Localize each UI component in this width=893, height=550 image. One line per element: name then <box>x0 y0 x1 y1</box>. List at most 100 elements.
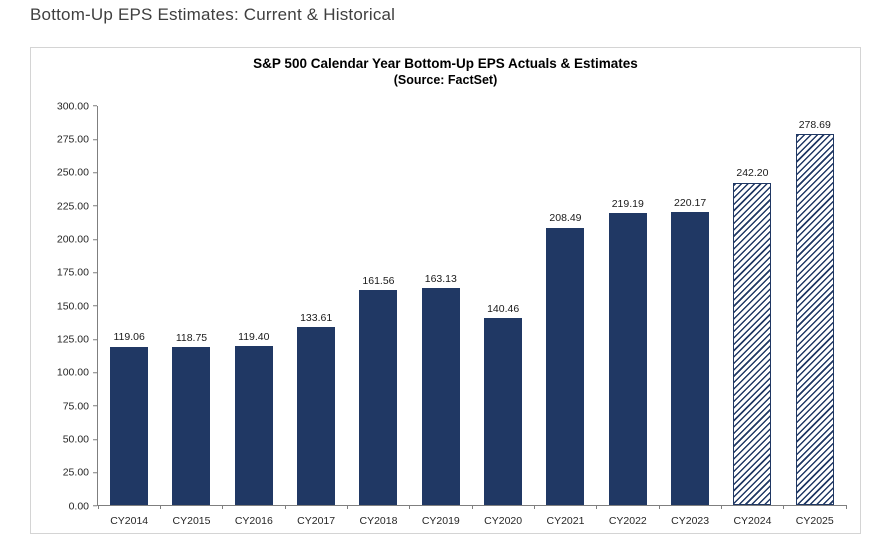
x-axis-tick-mark <box>97 505 99 509</box>
y-axis-tick-mark <box>93 472 97 474</box>
x-axis-label: CY2018 <box>359 514 398 527</box>
y-axis-tick-label: 225.00 <box>56 199 89 212</box>
actual-bar-cy2021 <box>546 227 585 505</box>
y-axis-tick-mark <box>93 138 97 140</box>
x-axis-tick-mark <box>284 505 286 509</box>
page-title: Bottom-Up EPS Estimates: Current & Histo… <box>30 5 396 24</box>
y-axis-tick-label: 175.00 <box>56 266 89 279</box>
y-axis-tick: 175.00 <box>57 267 97 278</box>
bar-group-cy2017: 133.61 CY2017 <box>285 106 347 526</box>
y-axis-tick-label: 250.00 <box>56 166 89 179</box>
actual-bar-cy2019 <box>421 288 460 505</box>
y-axis-tick: 50.00 <box>63 434 97 445</box>
x-axis-label: CY2017 <box>297 514 336 527</box>
estimate-bar-cy2025 <box>795 134 834 505</box>
bar-value-label: 133.61 <box>300 311 333 324</box>
y-axis-tick-label: 200.00 <box>56 233 89 246</box>
eps-chart: S&P 500 Calendar Year Bottom-Up EPS Actu… <box>30 47 861 534</box>
y-axis-tick: 225.00 <box>57 201 97 212</box>
y-axis-tick-label: 100.00 <box>56 366 89 379</box>
y-axis-tick-mark <box>93 238 97 240</box>
bar-group-cy2023: 220.17 CY2023 <box>659 106 721 526</box>
y-axis-tick-label: 125.00 <box>56 333 89 346</box>
x-axis-tick-mark <box>471 505 473 509</box>
y-axis-tick-mark <box>93 172 97 174</box>
y-axis-tick-mark <box>93 505 97 507</box>
actual-bar-cy2014 <box>110 346 149 505</box>
bar-value-label: 163.13 <box>424 272 457 285</box>
y-axis-tick-mark <box>93 272 97 274</box>
plot-area: 119.06 CY2014 118.75 CY2015 119.40 CY2016 133.… <box>97 106 847 526</box>
bar-value-label: 278.69 <box>798 118 831 131</box>
bar-value-label: 220.17 <box>674 196 707 209</box>
y-axis-tick-label: 300.00 <box>56 99 89 112</box>
actual-bar-cy2017 <box>297 327 336 505</box>
bar-value-label: 118.75 <box>175 331 208 344</box>
bar-value-label: 219.19 <box>611 197 644 210</box>
bar-group-cy2015: 118.75 CY2015 <box>160 106 222 526</box>
bar-group-cy2020: 140.46 CY2020 <box>472 106 534 526</box>
x-axis-label: CY2021 <box>546 514 585 527</box>
bar-group-cy2022: 219.19 CY2022 <box>597 106 659 526</box>
x-axis-tick-mark <box>783 505 785 509</box>
y-axis-tick-label: 25.00 <box>62 466 89 479</box>
y-axis-tick-label: 75.00 <box>62 399 89 412</box>
x-axis-tick-mark <box>658 505 660 509</box>
x-axis-label: CY2015 <box>172 514 211 527</box>
y-axis-tick-mark <box>93 405 97 407</box>
bar-value-label: 119.40 <box>238 330 270 343</box>
actual-bar-cy2023 <box>671 212 710 505</box>
y-axis-tick: 200.00 <box>57 234 97 245</box>
y-axis-tick: 100.00 <box>57 367 97 378</box>
x-axis-label: CY2019 <box>421 514 460 527</box>
y-axis-tick-mark <box>93 338 97 340</box>
y-axis-tick-label: 0.00 <box>68 499 89 512</box>
bar-value-label: 119.06 <box>113 331 145 344</box>
plot-wrap: 0.00 25.00 50.00 75.00 100.00 125.00 150.00 175… <box>43 101 847 526</box>
bar-group-cy2014: 119.06 CY2014 <box>98 106 160 526</box>
bar-group-cy2016: 119.40 CY2016 <box>223 106 285 526</box>
bar-group-cy2025: 278.69 CY2025 <box>784 106 846 526</box>
y-axis-tick: 125.00 <box>57 334 97 345</box>
estimate-bar-cy2024 <box>733 182 772 505</box>
y-axis-tick-mark <box>93 205 97 207</box>
bar-group-cy2018: 161.56 CY2018 <box>347 106 409 526</box>
y-axis-tick: 25.00 <box>63 467 97 478</box>
x-axis-tick-mark <box>596 505 598 509</box>
bar-group-cy2021: 208.49 CY2021 <box>534 106 596 526</box>
actual-bar-cy2020 <box>484 318 523 505</box>
bar-value-label: 140.46 <box>487 302 520 315</box>
bar-value-label: 242.20 <box>736 167 769 180</box>
x-axis-label: CY2024 <box>733 514 772 527</box>
x-axis-tick-mark <box>222 505 224 509</box>
y-axis-tick: 150.00 <box>57 301 97 312</box>
y-axis-tick: 275.00 <box>57 134 97 145</box>
y-axis-tick-label: 150.00 <box>56 299 89 312</box>
y-axis-tick: 75.00 <box>63 401 97 412</box>
y-axis-tick-mark <box>93 372 97 374</box>
y-axis-labels: 0.00 25.00 50.00 75.00 100.00 125.00 150.00 175… <box>43 101 97 511</box>
x-axis-label: CY2014 <box>110 514 149 527</box>
y-axis-tick-mark <box>93 438 97 440</box>
x-axis-tick-mark <box>409 505 411 509</box>
y-axis-tick-mark <box>93 305 97 307</box>
chart-subtitle: (Source: FactSet) <box>393 73 498 87</box>
x-axis-tick-mark <box>159 505 161 509</box>
x-axis-tick-mark <box>346 505 348 509</box>
bar-group-cy2024: 242.20 CY2024 <box>721 106 783 526</box>
x-axis-tick-mark <box>533 505 535 509</box>
x-axis-label: CY2025 <box>795 514 834 527</box>
y-axis-tick-label: 50.00 <box>62 433 89 446</box>
y-axis-tick: 300.00 <box>57 101 97 112</box>
bar-group-cy2019: 163.13 CY2019 <box>410 106 472 526</box>
x-axis-label: CY2023 <box>671 514 710 527</box>
x-axis-label: CY2016 <box>234 514 273 527</box>
actual-bar-cy2016 <box>234 346 273 505</box>
bar-value-label: 161.56 <box>362 274 395 287</box>
chart-title: S&P 500 Calendar Year Bottom-Up EPS Actu… <box>253 56 638 71</box>
y-axis-tick-label: 275.00 <box>56 133 89 146</box>
x-axis-tick-mark <box>845 505 847 509</box>
y-axis-tick: 250.00 <box>57 167 97 178</box>
x-axis-label: CY2022 <box>608 514 647 527</box>
actual-bar-cy2015 <box>172 347 211 505</box>
